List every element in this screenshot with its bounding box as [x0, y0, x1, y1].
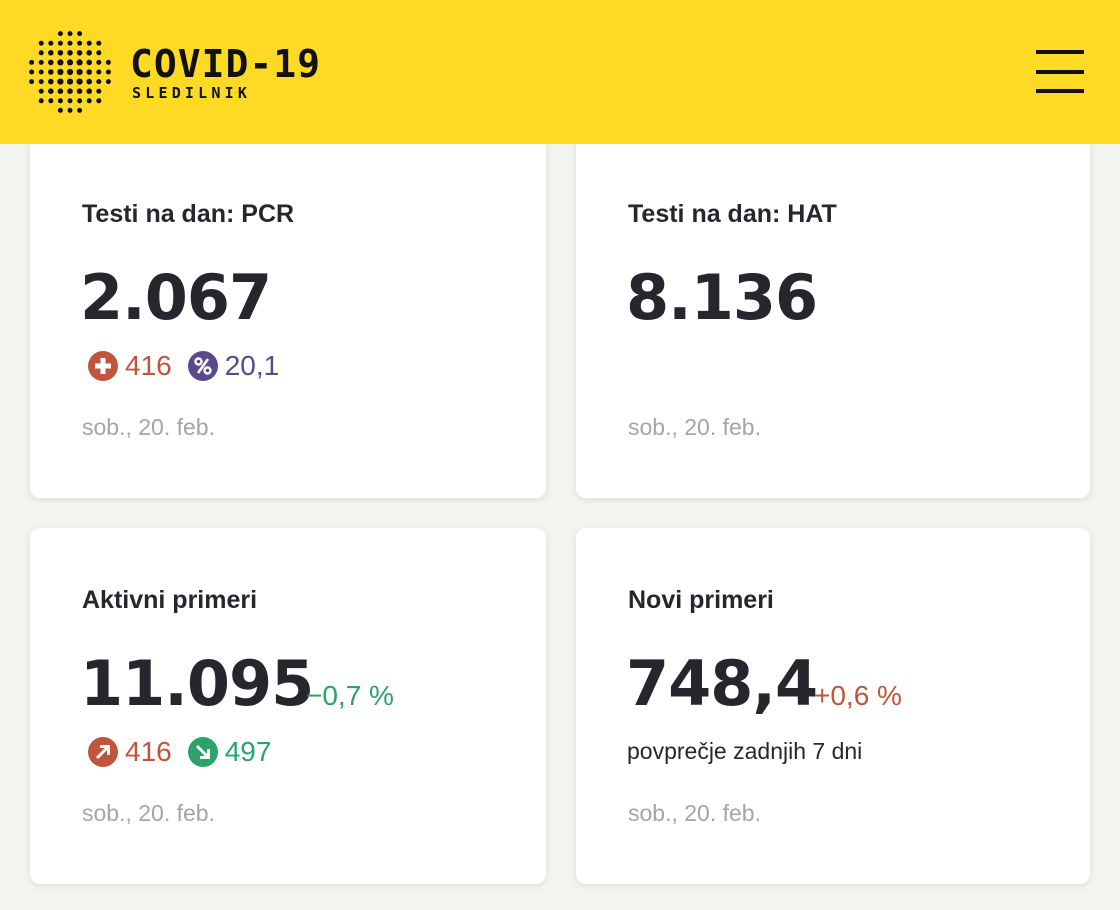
app-header: COVID-19 SLEDILNIK — [0, 0, 1120, 144]
card-value: 2.067 — [80, 261, 272, 334]
arrow-down-right-circle-icon — [187, 737, 218, 767]
badge-value-percent: 20,1 — [224, 350, 280, 381]
card-date: sob., 20. feb. — [82, 800, 215, 826]
brand-title[interactable]: COVID-19 — [130, 42, 322, 86]
percent-circle-icon — [187, 351, 218, 381]
card-new-cases: Novi primeri 748,4 +0,6 % povprečje zadn… — [576, 528, 1090, 884]
card-active-cases: Aktivni primeri 11.095 −0,7 % 416 497 so… — [30, 528, 546, 884]
arrow-up-right-circle-icon — [88, 737, 118, 767]
card-title: Aktivni primeri — [82, 586, 258, 614]
card-date: sob., 20. feb. — [82, 414, 215, 440]
badge-value-positive: 416 — [125, 350, 172, 381]
card-date: sob., 20. feb. — [628, 800, 761, 826]
card-title: Novi primeri — [628, 586, 774, 614]
card-tests-pcr: Testi na dan: PCR 2.067 416 20,1 sob., 2… — [30, 130, 546, 498]
card-change-percent: −0,7 % — [306, 680, 394, 711]
dotted-circle-logo-icon[interactable] — [28, 30, 112, 114]
card-title: Testi na dan: HAT — [628, 200, 837, 228]
brand-subtitle[interactable]: SLEDILNIK — [132, 84, 252, 102]
card-value: 748,4 — [626, 647, 818, 720]
card-badges: 416 497 — [88, 735, 287, 769]
badge-value-out: 497 — [224, 736, 272, 767]
plus-circle-icon — [88, 351, 118, 381]
card-change-percent: +0,6 % — [814, 680, 902, 711]
hamburger-menu-icon[interactable] — [1030, 46, 1090, 98]
card-subnote: povprečje zadnjih 7 dni — [627, 738, 863, 764]
card-value: 11.095 — [80, 647, 314, 720]
badge-value-in: 416 — [125, 736, 172, 767]
card-date: sob., 20. feb. — [628, 414, 761, 440]
card-tests-hat: Testi na dan: HAT 8.136 sob., 20. feb. — [576, 130, 1090, 498]
card-badges: 416 20,1 — [88, 349, 295, 383]
card-value: 8.136 — [626, 261, 818, 334]
card-title: Testi na dan: PCR — [82, 200, 295, 228]
